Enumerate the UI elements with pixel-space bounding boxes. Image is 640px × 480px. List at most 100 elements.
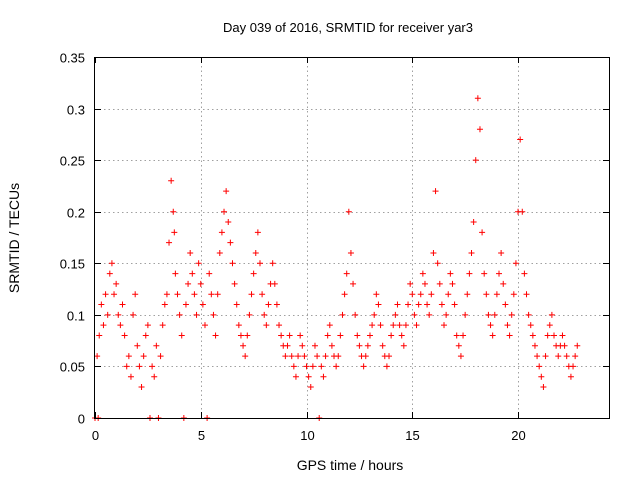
data-point xyxy=(113,280,120,287)
data-point xyxy=(548,311,555,318)
data-point xyxy=(159,322,166,329)
y-tick-label: 0.35 xyxy=(60,51,85,66)
data-point xyxy=(445,291,452,298)
data-point xyxy=(273,301,280,308)
data-point xyxy=(468,249,475,256)
data-point xyxy=(388,332,395,339)
data-point xyxy=(449,280,456,287)
grid-lines xyxy=(95,57,609,418)
data-point xyxy=(151,373,158,380)
data-point xyxy=(303,363,310,370)
data-point xyxy=(421,280,428,287)
data-point xyxy=(339,311,346,318)
data-point xyxy=(400,342,407,349)
data-point xyxy=(254,229,261,236)
x-axis-label: GPS time / hours xyxy=(297,457,404,473)
data-point xyxy=(140,353,147,360)
data-point xyxy=(108,260,115,267)
data-point xyxy=(172,270,179,277)
data-point xyxy=(379,342,386,349)
y-tick-label: 0.3 xyxy=(67,103,85,118)
data-point xyxy=(563,353,570,360)
data-point xyxy=(481,270,488,277)
data-point xyxy=(493,291,500,298)
data-point xyxy=(574,342,581,349)
data-point xyxy=(182,301,189,308)
data-point xyxy=(544,332,551,339)
data-point xyxy=(517,136,524,143)
data-point xyxy=(256,260,263,267)
data-point xyxy=(240,342,247,349)
data-point xyxy=(500,280,507,287)
data-point xyxy=(462,311,469,318)
data-point xyxy=(451,301,458,308)
data-point xyxy=(555,353,562,360)
data-point xyxy=(221,208,228,215)
data-point xyxy=(134,342,141,349)
data-point xyxy=(153,342,160,349)
data-point xyxy=(193,311,200,318)
data-point xyxy=(430,249,437,256)
data-point xyxy=(457,353,464,360)
data-point xyxy=(570,363,577,370)
data-point xyxy=(519,208,526,215)
data-point xyxy=(546,322,553,329)
data-point xyxy=(318,363,325,370)
data-point xyxy=(201,322,208,329)
data-point xyxy=(214,291,221,298)
data-point xyxy=(261,311,268,318)
axes: 0 0.05 0.1 0.15 0.2 0.25 0.3 0.35 0 5 10 15 20 xyxy=(60,51,609,443)
data-point xyxy=(341,291,348,298)
data-point xyxy=(218,229,225,236)
data-point xyxy=(572,353,579,360)
data-point xyxy=(371,311,378,318)
data-point xyxy=(415,301,422,308)
data-point xyxy=(559,332,566,339)
data-point xyxy=(347,249,354,256)
data-point xyxy=(276,322,283,329)
data-point xyxy=(295,353,302,360)
data-point xyxy=(136,363,143,370)
data-point xyxy=(350,280,357,287)
data-point xyxy=(237,332,244,339)
data-point xyxy=(413,322,420,329)
data-point xyxy=(540,384,547,391)
data-point xyxy=(424,301,431,308)
x-tick-label: 5 xyxy=(198,428,205,443)
data-point xyxy=(441,322,448,329)
data-point xyxy=(263,322,270,329)
data-point xyxy=(197,280,204,287)
data-point xyxy=(104,311,111,318)
data-point xyxy=(307,384,314,391)
data-point xyxy=(354,332,361,339)
data-point xyxy=(269,260,276,267)
data-point xyxy=(100,322,107,329)
data-point xyxy=(189,270,196,277)
data-point xyxy=(250,270,257,277)
data-point xyxy=(510,291,517,298)
data-point xyxy=(233,301,240,308)
data-point xyxy=(195,260,202,267)
data-point xyxy=(320,373,327,380)
data-point xyxy=(419,270,426,277)
data-point xyxy=(426,311,433,318)
data-point xyxy=(98,301,105,308)
data-point xyxy=(248,291,255,298)
data-point xyxy=(337,332,344,339)
data-point xyxy=(333,363,340,370)
data-point xyxy=(174,291,181,298)
data-point xyxy=(132,291,139,298)
data-point xyxy=(504,322,511,329)
data-point xyxy=(235,322,242,329)
data-point xyxy=(265,301,272,308)
data-point xyxy=(227,239,234,246)
data-point xyxy=(455,342,462,349)
data-point xyxy=(476,126,483,133)
data-point xyxy=(438,301,445,308)
data-point xyxy=(405,301,412,308)
data-point xyxy=(208,291,215,298)
data-point xyxy=(322,353,329,360)
data-point xyxy=(301,353,308,360)
data-point xyxy=(561,342,568,349)
